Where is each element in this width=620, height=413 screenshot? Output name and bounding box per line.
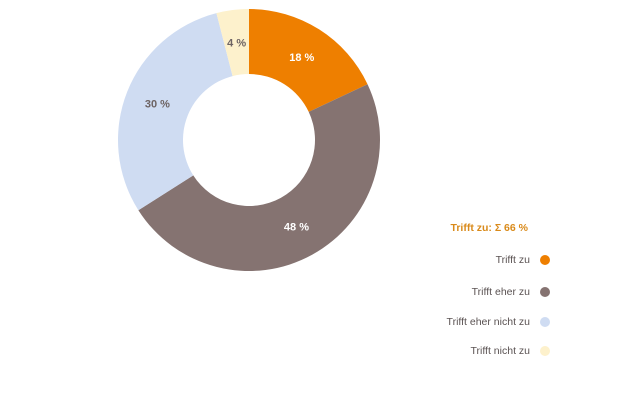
legend-title: Trifft zu: Σ 66 %	[450, 222, 528, 234]
slice-value-label: 30 %	[145, 99, 170, 111]
legend-swatch	[540, 346, 550, 356]
slice-trifft-eher-zu	[138, 84, 381, 272]
legend-swatch	[540, 317, 550, 327]
legend-label: Trifft eher nicht zu	[446, 316, 530, 328]
legend-item-trifft-eher-zu: Trifft eher zu	[472, 284, 550, 300]
slice-value-label: 48 %	[284, 221, 309, 233]
legend-label: Trifft nicht zu	[470, 345, 530, 357]
legend-item-trifft-eher-nicht-zu: Trifft eher nicht zu	[447, 314, 550, 330]
slice-trifft-eher-nicht-zu	[117, 13, 233, 211]
legend-item-trifft-zu: Trifft zu	[496, 252, 550, 268]
slice-labels: 18 % 48 % 30 % 4 %	[145, 37, 315, 233]
legend-swatch	[540, 287, 550, 297]
slice-value-label: 18 %	[289, 52, 314, 64]
legend-label: Trifft eher zu	[471, 286, 530, 298]
slice-trifft-zu	[249, 9, 368, 112]
legend-item-trifft-nicht-zu: Trifft nicht zu	[470, 343, 550, 359]
legend-swatch	[540, 255, 550, 265]
legend-label: Trifft zu	[495, 254, 530, 266]
slice-value-label: 4 %	[227, 37, 246, 49]
donut-slices	[117, 9, 381, 272]
slice-trifft-nicht-zu	[216, 9, 249, 77]
